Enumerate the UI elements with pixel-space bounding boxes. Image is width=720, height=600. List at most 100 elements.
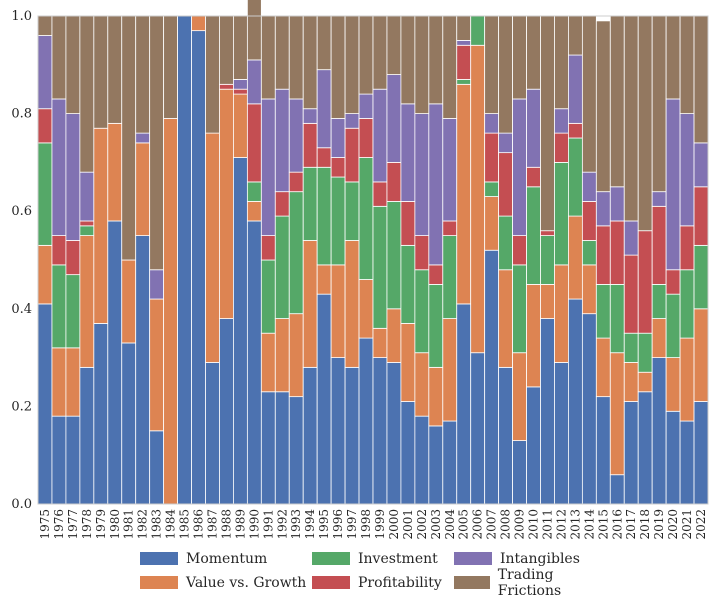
x-tick-label: 1978 — [80, 509, 94, 540]
bar-segment — [191, 15, 206, 32]
bar-segment — [526, 15, 541, 90]
bar-segment — [37, 244, 53, 305]
bar-segment — [400, 15, 416, 105]
x-tick-label: 2008 — [499, 509, 513, 540]
bar-segment — [205, 362, 220, 505]
bar-segment — [177, 15, 192, 505]
bar-segment — [37, 35, 53, 110]
bar-segment — [37, 142, 53, 246]
bar-segment — [609, 283, 625, 354]
legend-swatch — [140, 552, 178, 565]
bar-segment — [37, 108, 53, 144]
x-tick-label: 2003 — [429, 509, 443, 540]
bar-segment — [93, 15, 109, 129]
bar-segment — [65, 347, 81, 417]
bar-segment — [135, 15, 151, 134]
bar-segment — [219, 318, 234, 505]
bar-segment — [344, 15, 360, 114]
bar-segment — [260, 98, 276, 236]
bar-segment — [623, 401, 639, 505]
bar-segment — [414, 269, 430, 354]
x-tick-label: 1976 — [52, 509, 66, 540]
x-tick-label: 1994 — [303, 509, 317, 540]
bar-segment — [637, 371, 653, 393]
bar-segment — [651, 15, 667, 193]
bar-segment — [274, 88, 290, 193]
x-tick-label: 1999 — [373, 509, 387, 540]
bar-segment — [568, 215, 583, 300]
bar-segment — [191, 30, 206, 505]
bar-segment — [246, 201, 262, 222]
bar-segment — [679, 420, 695, 505]
bar-segment — [79, 235, 95, 368]
bar-segment — [609, 474, 625, 505]
bar-segment — [65, 113, 81, 241]
bar-segment — [316, 293, 332, 505]
bar-segment — [526, 386, 541, 505]
bar-segment — [274, 318, 290, 393]
legend-swatch — [312, 576, 350, 589]
bar-segment — [79, 15, 95, 173]
bar-segment — [498, 152, 513, 217]
x-tick-label: 1993 — [289, 509, 303, 540]
legend-item: Momentum — [140, 548, 312, 569]
bar-segment — [526, 186, 541, 285]
bar-segment — [442, 420, 458, 505]
bar-segment — [107, 122, 123, 222]
bar-segment — [637, 332, 653, 373]
bar-segment — [540, 15, 555, 232]
x-tick-label: 2017 — [624, 509, 638, 540]
bar-segment — [149, 430, 165, 505]
legend-swatch — [140, 576, 178, 589]
bar-segment — [512, 98, 527, 236]
bar-segment — [65, 15, 81, 114]
legend-label: Value vs. Growth — [186, 574, 307, 591]
x-tick-label: 1998 — [359, 509, 373, 540]
bar-segment — [595, 225, 611, 285]
x-tick-label: 2021 — [680, 509, 694, 540]
bar-segment — [414, 15, 430, 114]
x-tick-label: 2004 — [443, 509, 457, 540]
bar-segment — [623, 362, 639, 402]
bar-segment — [274, 215, 290, 319]
bar-segment — [358, 337, 374, 505]
x-tick-label: 1991 — [261, 509, 275, 540]
bar-segment — [260, 259, 276, 334]
bar-segment — [372, 88, 388, 183]
bar-segment — [512, 264, 527, 354]
bar-segment — [456, 303, 472, 505]
bar-segment — [554, 362, 569, 505]
bar-segment — [428, 264, 444, 285]
bar-segment — [302, 166, 318, 241]
bar-segment — [288, 98, 304, 173]
legend-item: Investment — [312, 548, 454, 569]
bar-segment — [246, 103, 262, 183]
x-tick-label: 2016 — [610, 509, 624, 540]
legend-label: Intangibles — [500, 550, 580, 567]
bar-segment — [512, 15, 527, 100]
bar-segment — [330, 157, 346, 178]
bar-segment — [484, 196, 500, 251]
bar-segment — [400, 323, 416, 402]
bar-segment — [288, 171, 304, 193]
y-tick-label: 0.8 — [11, 107, 32, 122]
plot-frame — [37, 15, 709, 505]
bar-segment — [442, 318, 458, 422]
bar-segment — [233, 93, 248, 158]
bar-segment — [79, 171, 95, 222]
bar-segment — [665, 410, 681, 505]
x-tick-label: 1982 — [136, 509, 150, 540]
bar-segment — [526, 88, 541, 168]
bar-segment — [693, 142, 709, 188]
bar-segment — [637, 230, 653, 334]
bar-segment — [554, 15, 569, 110]
bar-segment — [260, 235, 276, 261]
bar-segment — [540, 230, 555, 237]
bar-segment — [93, 323, 109, 505]
x-tick-label: 2015 — [596, 509, 610, 540]
bar-segment — [456, 79, 472, 85]
bar-segment — [121, 15, 137, 261]
bar-segment — [442, 235, 458, 319]
bar-segment — [651, 318, 667, 358]
bar-segment — [344, 240, 360, 368]
